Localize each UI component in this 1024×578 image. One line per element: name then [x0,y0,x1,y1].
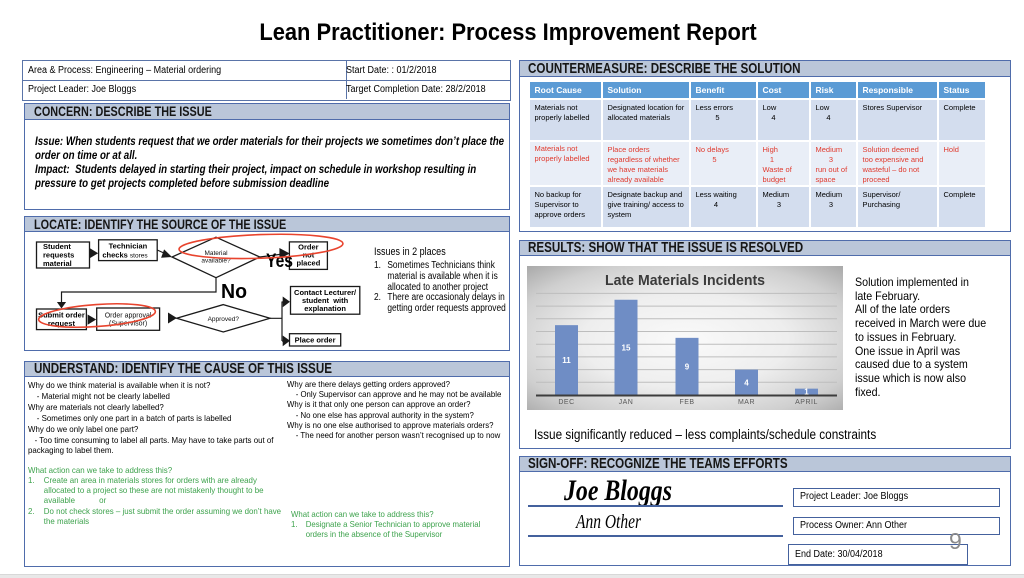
svg-text:Material: Material [204,250,228,257]
svg-text:Technician: Technician [109,242,148,251]
svg-text:9: 9 [685,362,690,371]
svg-text:Place order: Place order [295,336,336,345]
svg-text:Order approval: Order approval [105,313,152,320]
svg-text:DEC: DEC [558,399,574,406]
svg-text:JAN: JAN [619,399,634,406]
svg-text:placed: placed [297,259,321,268]
svg-text:(Supervisor): (Supervisor) [109,321,147,328]
svg-text:material: material [43,259,72,268]
svg-text:requests: requests [43,251,74,260]
svg-text:Late Materials Incidents: Late Materials Incidents [605,272,765,289]
svg-text:FEB: FEB [679,399,694,406]
svg-text:student with: student with [302,296,349,305]
svg-text:checks stores: checks stores [102,251,148,260]
svg-text:request: request [48,319,76,328]
svg-text:APRIL: APRIL [795,399,818,406]
svg-text:4: 4 [744,378,749,387]
svg-text:MAR: MAR [738,399,755,406]
svg-text:explanation: explanation [304,304,346,313]
svg-text:1: 1 [804,387,809,396]
svg-text:Approved?: Approved? [208,316,240,323]
svg-text:Yes: Yes [266,251,293,272]
svg-text:Student: Student [43,242,71,251]
svg-text:Contact Lecturer/: Contact Lecturer/ [294,288,357,297]
svg-text:No: No [221,281,247,303]
svg-text:15: 15 [622,343,631,352]
svg-text:11: 11 [562,356,571,365]
svg-text:Order: Order [298,243,319,252]
svg-text:Submit order: Submit order [38,311,85,320]
svg-text:available?: available? [201,258,231,265]
